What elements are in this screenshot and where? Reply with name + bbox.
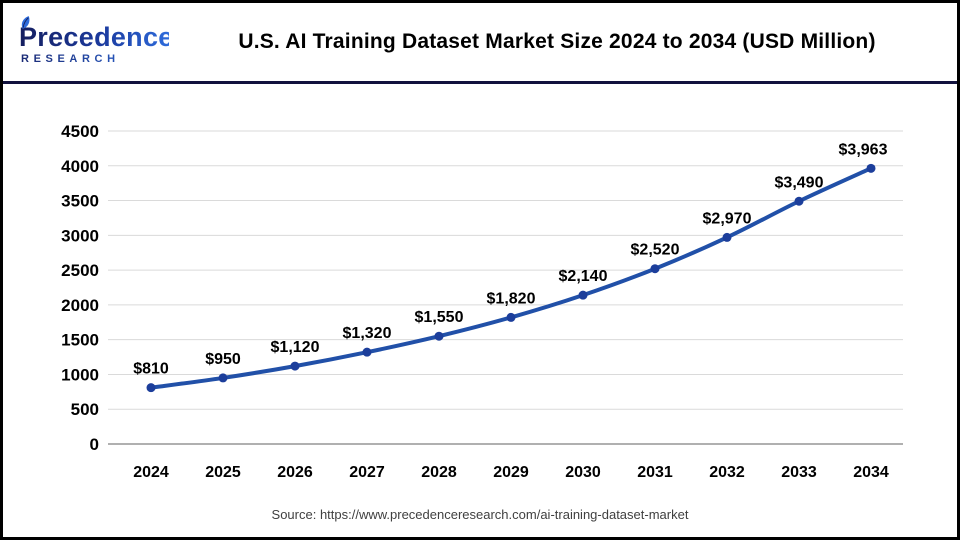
title-area: U.S. AI Training Dataset Market Size 202… (169, 30, 957, 54)
chart-title: U.S. AI Training Dataset Market Size 202… (238, 30, 876, 53)
data-point-marker (794, 196, 804, 206)
y-tick-label: 1500 (61, 331, 99, 350)
x-tick-label: 2027 (349, 464, 385, 481)
x-tick-label: 2024 (133, 464, 169, 481)
data-label: $1,120 (271, 339, 320, 356)
data-point-marker (578, 290, 588, 300)
data-point-marker (650, 264, 660, 274)
market-size-line-chart: 0 500 1000 1500 2000 2500 3000 3500 4000 4500 2024… (61, 122, 903, 481)
header-divider (3, 81, 957, 84)
y-tick-label: 500 (71, 400, 99, 419)
data-point-marker (866, 163, 876, 173)
data-label: $2,520 (631, 242, 680, 259)
x-tick-label: 2029 (493, 464, 529, 481)
data-label: $3,490 (775, 174, 824, 191)
data-label: $2,970 (703, 210, 752, 227)
x-tick-label: 2034 (853, 464, 889, 481)
x-tick-label: 2025 (205, 464, 241, 481)
y-tick-label: 3000 (61, 226, 99, 245)
y-tick-label: 4500 (61, 122, 99, 141)
logo-subtitle: RESEARCH (21, 53, 169, 65)
y-tick-label: 0 (90, 435, 99, 454)
y-tick-label: 2000 (61, 296, 99, 315)
data-label: $1,820 (487, 290, 536, 307)
data-label: $950 (205, 351, 241, 368)
x-tick-label: 2030 (565, 464, 601, 481)
logo-wordmark: Precedence (19, 22, 174, 53)
data-label: $2,140 (559, 268, 608, 285)
y-tick-label: 3500 (61, 192, 99, 211)
data-label: $1,320 (343, 325, 392, 342)
data-label: $810 (133, 361, 169, 378)
data-point-marker (290, 361, 300, 371)
y-tick-label: 1000 (61, 365, 99, 384)
leaf-icon (21, 16, 30, 30)
data-label: $1,550 (415, 309, 464, 326)
data-point-marker (434, 331, 444, 341)
header: Precedence RESEARCH U.S. AI Training Dat… (3, 3, 957, 81)
y-tick-label: 2500 (61, 261, 99, 280)
x-tick-label: 2032 (709, 464, 745, 481)
x-tick-label: 2031 (637, 464, 673, 481)
source-text: Source: https://www.precedenceresearch.c… (271, 507, 689, 522)
data-label: $3,963 (839, 141, 888, 158)
x-tick-label: 2026 (277, 464, 313, 481)
y-tick-label: 4000 (61, 157, 99, 176)
data-point-marker (362, 347, 372, 357)
x-tick-label: 2033 (781, 464, 817, 481)
precedence-logo: Precedence RESEARCH (19, 16, 174, 65)
x-tick-label: 2028 (421, 464, 457, 481)
series-line (149, 166, 873, 390)
data-point-marker (722, 232, 732, 242)
data-point-marker (146, 383, 156, 393)
data-point-marker (506, 312, 516, 322)
data-point-marker (218, 373, 228, 383)
